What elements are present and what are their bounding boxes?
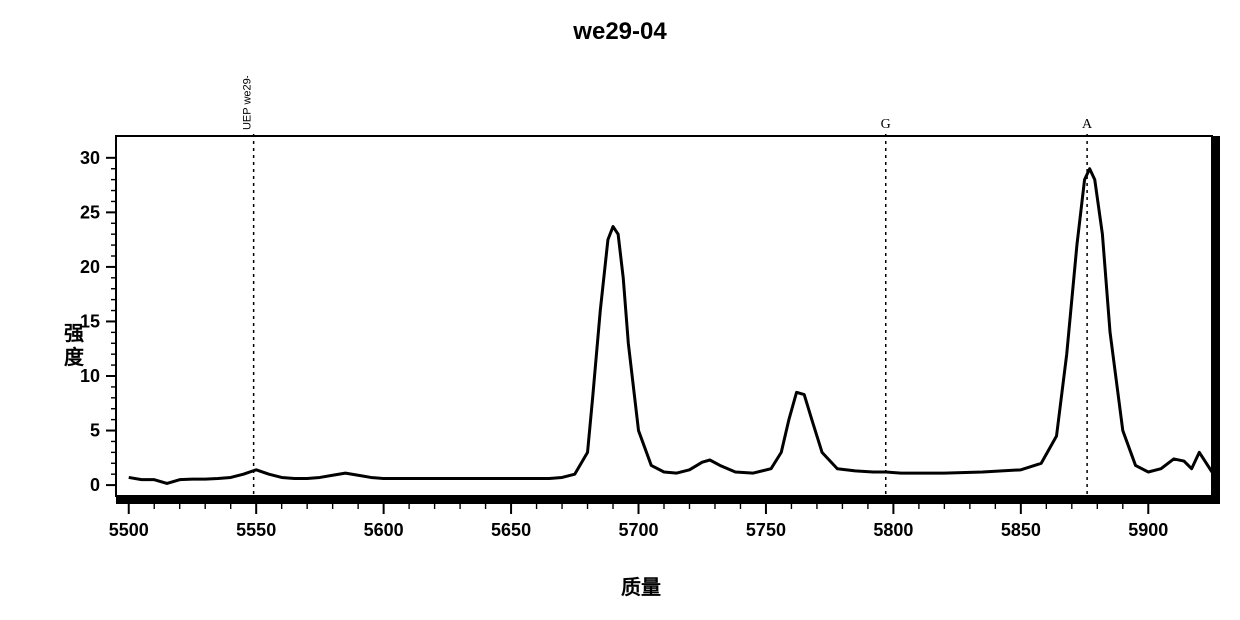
y-axis-label: 强度: [64, 322, 84, 370]
x-axis-label: 质量: [621, 571, 661, 600]
ytick-label: 5: [90, 421, 100, 441]
chart-svg: UEP we29-04 G A 5500 5550 5600 5650 5700 5750 580…: [56, 76, 1226, 606]
spectrum-line: [129, 169, 1212, 484]
marker-label-0: UEP we29-04: [242, 76, 254, 130]
marker-label-1: G: [881, 117, 891, 132]
chart-title: we29-04: [0, 18, 1240, 46]
ytick-label: 25: [80, 202, 100, 222]
ytick-label: 20: [80, 257, 100, 277]
xtick-label: 5550: [236, 520, 276, 540]
ytick-label: 30: [80, 148, 100, 168]
plot-area: UEP we29-04 G A 5500 5550 5600 5650 5700 5750 580…: [56, 76, 1226, 606]
xtick-label: 5600: [364, 520, 404, 540]
xtick-label: 5500: [109, 520, 149, 540]
plot-border: [116, 136, 1212, 496]
ytick-label: 0: [90, 475, 100, 495]
xtick-label: 5850: [1001, 520, 1041, 540]
xtick-label: 5750: [746, 520, 786, 540]
axis-shadow-bottom: [116, 496, 1218, 504]
xtick-label: 5650: [491, 520, 531, 540]
xtick-label: 5900: [1128, 520, 1168, 540]
xtick-label: 5800: [873, 520, 913, 540]
axis-shadow-right: [1212, 136, 1220, 504]
marker-label-2: A: [1082, 117, 1093, 132]
xtick-label: 5700: [618, 520, 658, 540]
